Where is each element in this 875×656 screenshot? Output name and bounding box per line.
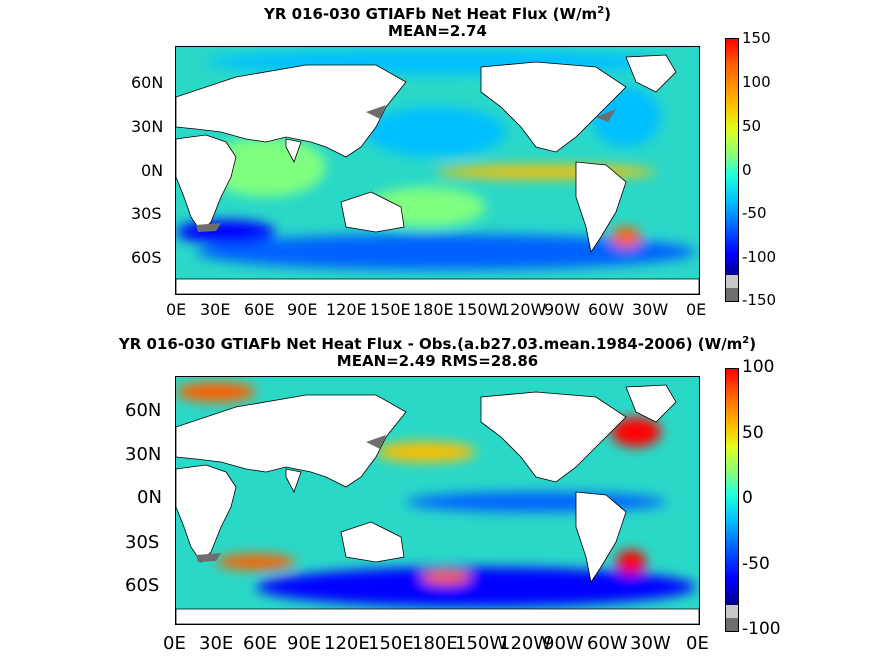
panel1-colorbar-label: 50 [742,117,762,135]
panel1-colorbar-label: 100 [742,73,771,91]
panel1-map [175,46,700,295]
panel2-lon-label: 150E [368,633,414,654]
weddell-ice [196,553,221,562]
panel1-colorbar-label: -150 [742,291,777,309]
panel2-colorbar-label: -50 [742,554,770,574]
panel1-lon-label: 120E [326,300,367,319]
malvinas-warm [611,227,641,247]
north-pacific-blue [366,107,506,157]
africa [176,134,237,233]
india [285,138,302,163]
panel1-lon-label: 150W [457,300,504,319]
panel1-title: YR 016-030 GTIAFb Net Heat Flux (W/m2) [263,5,612,23]
okhotsk-ice [366,105,386,119]
antarctica [176,608,699,624]
panel1-lon-label: 90E [287,300,318,319]
india [285,468,302,493]
panel2-lat-label: 30N [125,444,162,465]
north-america [480,61,627,153]
equatorial-blue [406,492,666,512]
panel1-colorbar-label: -50 [742,204,767,222]
okhotsk-ice [366,435,386,449]
panel2-lon-label: 90E [287,633,322,654]
panel1-lat-label: 30N [131,117,164,136]
pacific-sector-warm [421,570,471,584]
panel1-lon-label: 120W [500,300,547,319]
panel2-lon-label: 150W [455,633,508,654]
south-america [575,161,627,254]
land-masses [176,384,699,624]
agulhas-warm [216,554,296,570]
panel2-title: YR 016-030 GTIAFb Net Heat Flux - Obs.(a… [118,335,757,353]
panel2-lon-label: 30E [199,633,234,654]
panel2-map [175,376,700,625]
panel1-lon-label: 180E [413,300,454,319]
panel2-lon-label: 30W [630,633,671,654]
greenland [625,54,677,93]
panel2-colorbar-label: -100 [742,619,781,639]
eurasia [176,64,407,158]
panel1-lat-label: 30S [131,204,162,223]
land-masses [176,54,699,294]
panel2-lon-label: 90W [543,633,584,654]
panel2-lon-label: 120E [324,633,370,654]
panel2-colorbar-label: 0 [742,488,753,508]
africa [176,464,237,563]
panel2-lat-label: 60N [125,400,162,421]
agulhas-blue [176,220,276,244]
southern-ocean-blue [196,234,696,270]
panel1-lat-label: 0N [141,161,164,180]
kuroshio-warm [376,442,476,462]
barents-warm [176,382,256,402]
malvinas-warm [616,550,646,574]
north-america [480,391,627,483]
panel1-lon-label: 0E [686,300,707,319]
panel2-lat-label: 30S [125,532,160,553]
panel1-lon-label: 60E [244,300,275,319]
panel1-lon-label: 30W [632,300,669,319]
australia [340,191,405,233]
panel1-lat-label: 60N [131,73,164,92]
greenland [625,384,677,423]
eurasia [176,394,407,488]
panel2-subtitle: MEAN=2.49 RMS=28.86 [336,352,539,370]
panel1-lon-label: 30E [200,300,231,319]
north-atlantic-warm [611,417,661,447]
panel1-colorbar-label: 0 [742,161,752,179]
equatorial-pacific-warm [436,165,656,179]
panel2-colorbar-label: 100 [742,357,775,377]
panel1-subtitle: MEAN=2.74 [388,22,487,40]
panel1-lat-label: 60S [131,248,162,267]
panel1-colorbar-label: 150 [742,29,771,47]
south-america [575,491,627,584]
hudson-ice [596,109,616,122]
panel1-lon-label: 60W [588,300,625,319]
panel1-colorbar-label: -100 [742,248,777,266]
panel2-lat-label: 0N [137,487,162,508]
weddell-ice [196,223,221,232]
panel2-lon-label: 0E [163,633,186,654]
panel1-lon-label: 0E [166,300,187,319]
panel2-colorbar-label: 50 [742,423,764,443]
panel2-lon-label: 120W [499,633,552,654]
panel2-colorbar [725,368,739,632]
panel2-lon-label: 60E [243,633,278,654]
panel2-lon-label: 60W [587,633,628,654]
panel2-lon-label: 0E [686,633,709,654]
southern-ocean-blue [256,567,696,607]
panel1-colorbar [725,38,739,302]
panel2-lon-label: 180E [412,633,458,654]
panel1-lon-label: 150E [370,300,411,319]
antarctica [176,278,699,294]
australia [340,521,405,563]
panel2-lat-label: 60S [125,575,160,596]
panel1-lon-label: 90W [544,300,581,319]
